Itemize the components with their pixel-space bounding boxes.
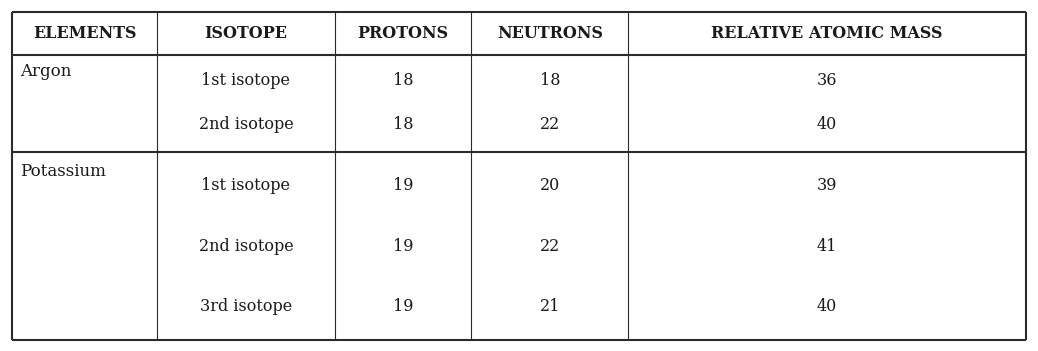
Text: ISOTOPE: ISOTOPE — [204, 25, 288, 42]
Text: 40: 40 — [817, 298, 837, 315]
Text: 39: 39 — [817, 177, 838, 194]
Text: 2nd isotope: 2nd isotope — [198, 116, 294, 133]
Text: 18: 18 — [392, 72, 413, 90]
Text: 20: 20 — [540, 177, 561, 194]
Text: RELATIVE ATOMIC MASS: RELATIVE ATOMIC MASS — [711, 25, 943, 42]
Text: NEUTRONS: NEUTRONS — [497, 25, 603, 42]
Text: 36: 36 — [817, 72, 838, 90]
Text: 18: 18 — [392, 116, 413, 133]
Text: Argon: Argon — [20, 62, 71, 80]
Text: 1st isotope: 1st isotope — [201, 177, 291, 194]
Text: 18: 18 — [540, 72, 561, 90]
Text: 40: 40 — [817, 116, 837, 133]
Text: 2nd isotope: 2nd isotope — [198, 238, 294, 254]
Text: 22: 22 — [540, 116, 561, 133]
Text: 19: 19 — [392, 298, 413, 315]
Text: 19: 19 — [392, 177, 413, 194]
Text: 22: 22 — [540, 238, 561, 254]
Text: ELEMENTS: ELEMENTS — [33, 25, 137, 42]
Text: 19: 19 — [392, 238, 413, 254]
Text: 3rd isotope: 3rd isotope — [200, 298, 292, 315]
Text: PROTONS: PROTONS — [357, 25, 448, 42]
Text: Potassium: Potassium — [20, 163, 106, 180]
Text: 21: 21 — [540, 298, 561, 315]
Text: 41: 41 — [817, 238, 838, 254]
Text: 1st isotope: 1st isotope — [201, 72, 291, 90]
